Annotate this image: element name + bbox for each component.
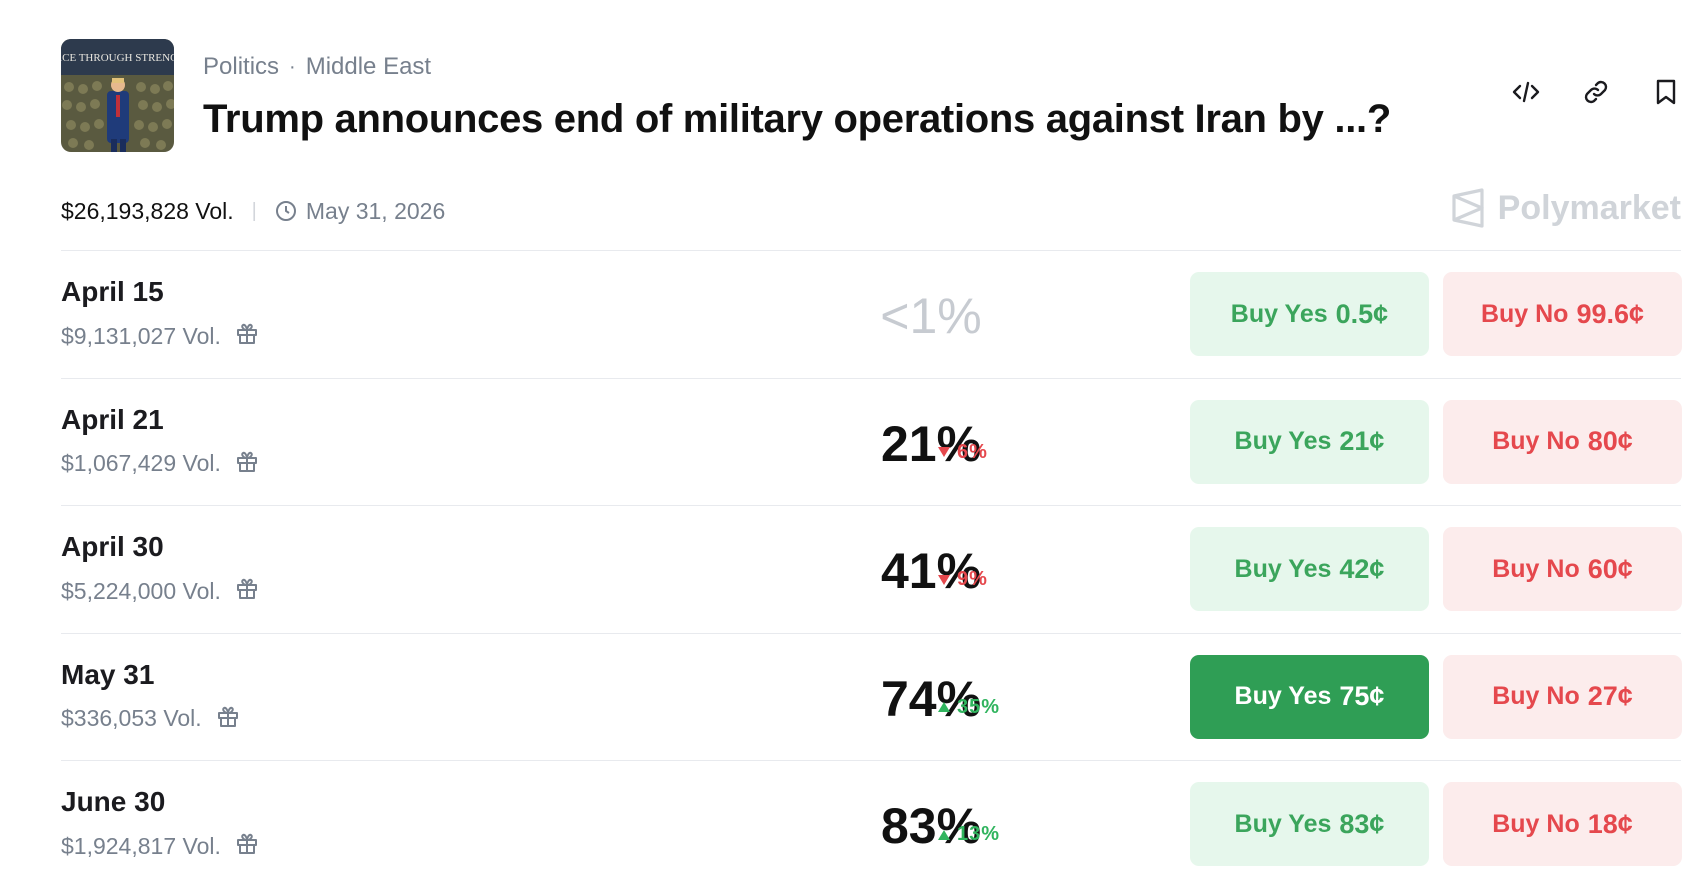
link-icon[interactable] xyxy=(1581,77,1611,107)
buy-yes-label: Buy Yes xyxy=(1234,809,1332,838)
change-value: 13% xyxy=(957,823,1001,845)
probability-change: 9% xyxy=(937,568,988,591)
market-volume: $336,053 Vol. xyxy=(61,704,240,734)
total-volume: $26,193,828 Vol. xyxy=(61,197,234,224)
change-value: 6% xyxy=(957,440,988,463)
buy-no-label: Buy No xyxy=(1492,427,1580,455)
buy-no-price: 60¢ xyxy=(1587,553,1633,584)
market-row[interactable]: April 21 $1,067,429 Vol. 21% 6% Buy Yes 21¢ Bu… xyxy=(61,377,1682,506)
end-date-text: May 31, 2026 xyxy=(305,197,446,224)
probability-change: 35% xyxy=(937,696,1000,719)
buy-yes-price: 42¢ xyxy=(1339,553,1385,584)
buy-yes-button[interactable]: Buy Yes 42¢ xyxy=(1190,527,1429,611)
market-volume: $9,131,027 Vol. xyxy=(61,321,259,351)
buy-yes-button[interactable]: Buy Yes 21¢ xyxy=(1190,399,1429,484)
market-probability: 83% xyxy=(880,798,982,854)
buy-no-label: Buy No xyxy=(1492,554,1580,583)
buy-no-button[interactable]: Buy No 27¢ xyxy=(1443,654,1682,739)
embed-code-icon[interactable] xyxy=(1511,77,1541,107)
breadcrumb-category[interactable]: Politics xyxy=(203,53,280,80)
clock-icon xyxy=(275,201,296,221)
market-header: PEACE THROUGH STRENGTH Politics · Middle… xyxy=(61,39,1681,152)
page-title: Trump announces end of military operatio… xyxy=(203,97,1391,141)
market-date[interactable]: April 21 xyxy=(61,403,164,435)
change-value: 35% xyxy=(957,695,1001,718)
buy-no-price: 80¢ xyxy=(1587,426,1633,456)
brand-name: Polymarket xyxy=(1497,188,1681,227)
polymarket-logo: Polymarket xyxy=(1450,188,1681,228)
probability-change: 13% xyxy=(937,823,1000,846)
market-probability: 74% xyxy=(880,670,982,727)
gift-icon[interactable] xyxy=(216,704,240,734)
gift-icon[interactable] xyxy=(235,576,259,606)
market-row[interactable]: June 30 $1,924,817 Vol. 83% 13% Buy Yes 83¢ Bu… xyxy=(61,760,1682,888)
market-probability: 21% xyxy=(880,415,982,472)
header-actions xyxy=(1511,77,1681,107)
market-row[interactable]: April 15 $9,131,027 Vol. <1% Buy Yes 0.5¢ Buy… xyxy=(61,250,1682,378)
thumbnail-image: PEACE THROUGH STRENGTH xyxy=(61,39,174,152)
buy-yes-button[interactable]: Buy Yes 83¢ xyxy=(1190,782,1429,866)
change-value: 9% xyxy=(957,568,988,590)
buy-yes-label: Buy Yes xyxy=(1234,554,1332,583)
market-date[interactable]: April 30 xyxy=(61,531,164,562)
buy-yes-price: 83¢ xyxy=(1339,808,1385,839)
market-volume-text: $1,924,817 Vol. xyxy=(61,832,221,859)
gift-icon[interactable] xyxy=(235,449,259,479)
buy-no-price: 99.6¢ xyxy=(1576,298,1645,329)
gift-icon[interactable] xyxy=(235,321,259,351)
breadcrumb-separator: · xyxy=(289,55,296,78)
meta-divider: | xyxy=(251,199,257,222)
buy-yes-button[interactable]: Buy Yes 75¢ xyxy=(1190,654,1429,739)
market-date[interactable]: June 30 xyxy=(61,786,166,817)
polymarket-logo-icon xyxy=(1452,188,1484,228)
buy-no-label: Buy No xyxy=(1492,682,1580,710)
market-list: April 15 $9,131,027 Vol. <1% Buy Yes 0.5¢ Buy… xyxy=(61,250,1682,888)
triangle-up-icon xyxy=(938,702,950,712)
buy-no-label: Buy No xyxy=(1480,299,1569,328)
gift-icon[interactable] xyxy=(235,831,259,861)
market-volume: $1,067,429 Vol. xyxy=(61,449,259,479)
market-volume-text: $5,224,000 Vol. xyxy=(61,577,221,604)
market-volume-text: $336,053 Vol. xyxy=(61,705,202,731)
market-volume: $5,224,000 Vol. xyxy=(61,576,259,606)
buy-yes-label: Buy Yes xyxy=(1230,299,1328,328)
triangle-down-icon xyxy=(938,574,950,585)
buy-no-button[interactable]: Buy No 80¢ xyxy=(1443,399,1682,484)
market-volume-text: $1,067,429 Vol. xyxy=(61,450,221,476)
breadcrumb: Politics · Middle East xyxy=(203,53,431,81)
buy-yes-label: Buy Yes xyxy=(1234,682,1332,710)
market-date[interactable]: May 31 xyxy=(61,658,155,690)
market-meta: $26,193,828 Vol. | May 31, 2026 xyxy=(61,195,445,227)
triangle-down-icon xyxy=(938,447,950,457)
market-probability: 41% xyxy=(880,543,982,599)
breadcrumb-subcategory[interactable]: Middle East xyxy=(305,53,432,80)
market-volume-text: $9,131,027 Vol. xyxy=(61,322,221,349)
buy-no-label: Buy No xyxy=(1492,809,1580,838)
buy-yes-button[interactable]: Buy Yes 0.5¢ xyxy=(1190,272,1429,356)
market-probability: <1% xyxy=(880,288,982,344)
bookmark-icon[interactable] xyxy=(1651,77,1681,107)
market-thumbnail[interactable]: PEACE THROUGH STRENGTH xyxy=(61,39,174,152)
triangle-up-icon xyxy=(938,829,950,840)
probability-change: 6% xyxy=(937,441,988,464)
thumbnail-banner-text: PEACE THROUGH STRENGTH xyxy=(61,52,174,64)
buy-no-button[interactable]: Buy No 60¢ xyxy=(1443,527,1682,611)
market-row[interactable]: May 31 $336,053 Vol. 74% 35% Buy Yes 75¢ Buy N… xyxy=(61,632,1682,761)
market-volume: $1,924,817 Vol. xyxy=(61,831,259,861)
buy-yes-price: 0.5¢ xyxy=(1335,298,1389,329)
end-date: May 31, 2026 xyxy=(275,198,445,225)
buy-no-button[interactable]: Buy No 18¢ xyxy=(1443,782,1682,866)
buy-yes-price: 75¢ xyxy=(1339,681,1385,711)
market-row[interactable]: April 30 $5,224,000 Vol. 41% 9% Buy Yes 42¢ Bu… xyxy=(61,505,1682,633)
buy-no-price: 27¢ xyxy=(1587,681,1633,711)
buy-no-price: 18¢ xyxy=(1587,808,1633,839)
market-date[interactable]: April 15 xyxy=(61,276,164,307)
buy-no-button[interactable]: Buy No 99.6¢ xyxy=(1443,272,1682,356)
buy-yes-label: Buy Yes xyxy=(1234,427,1332,455)
buy-yes-price: 21¢ xyxy=(1339,426,1385,456)
